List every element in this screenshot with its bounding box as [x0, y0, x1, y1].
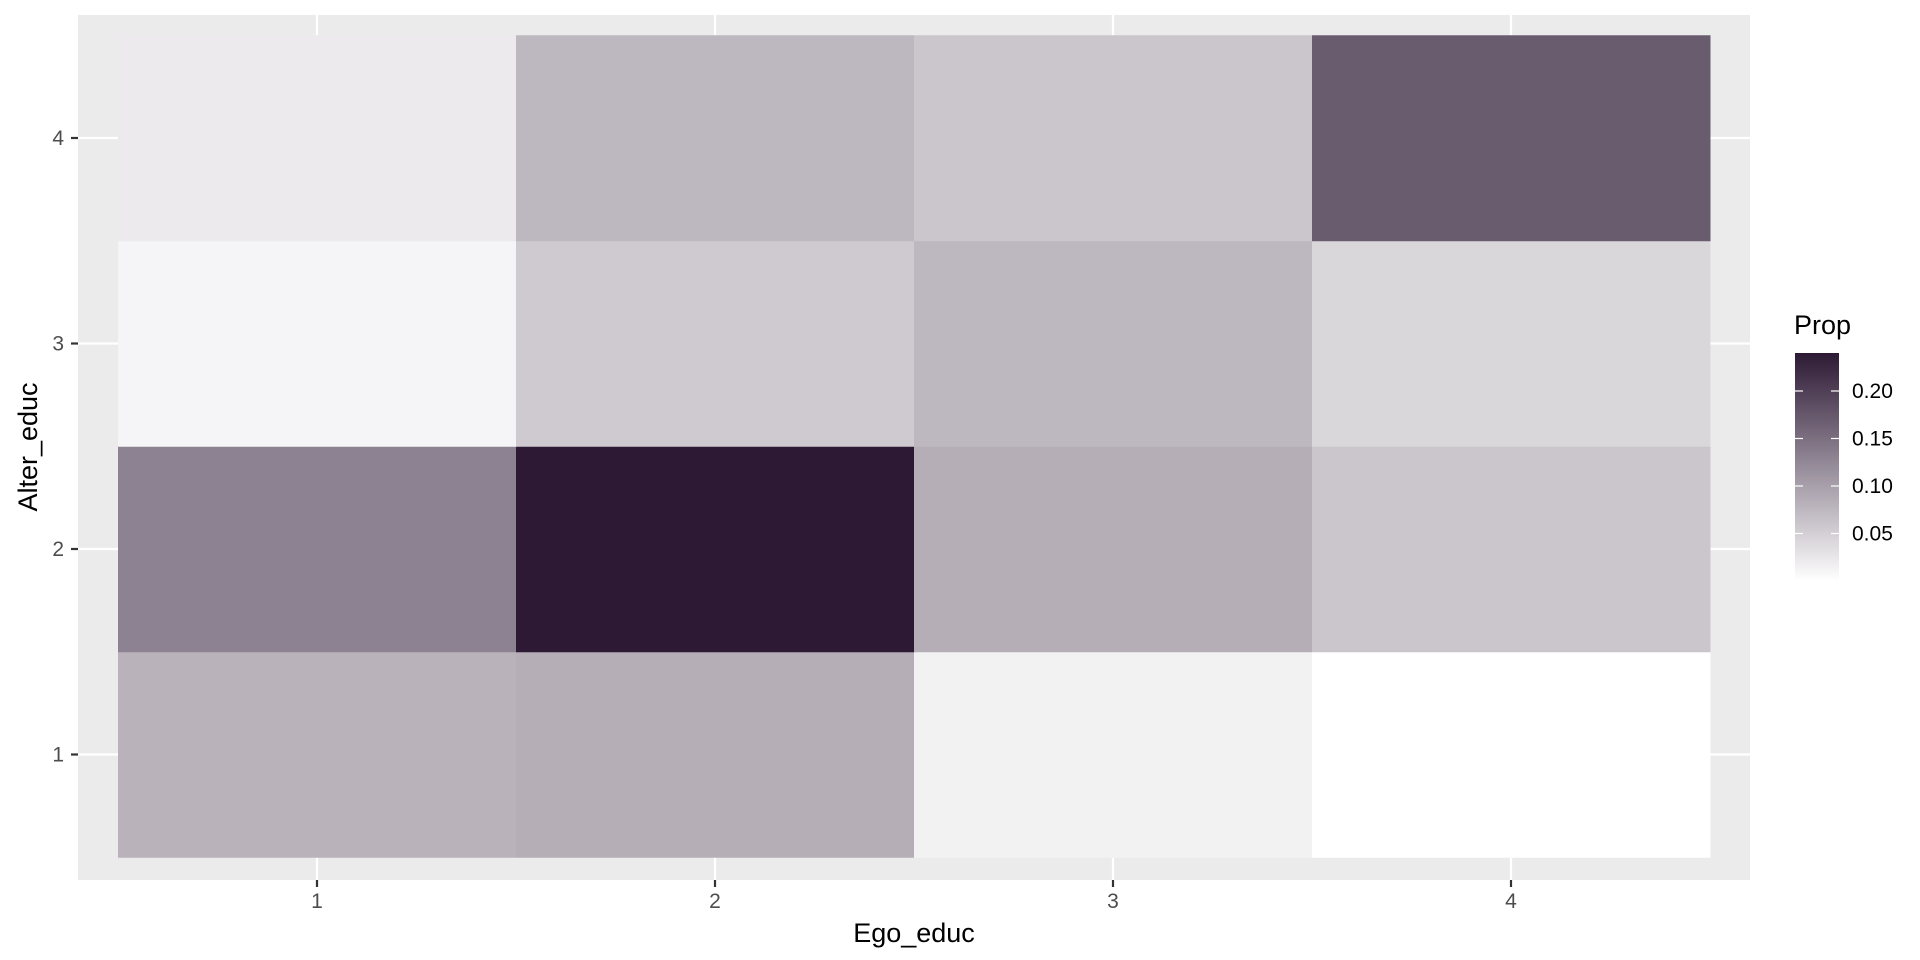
- heatmap-cell: [516, 35, 915, 242]
- y-tick-label: 4: [52, 127, 64, 150]
- heatmap-cell: [914, 446, 1313, 653]
- y-axis-title: Alter_educ: [13, 382, 43, 511]
- legend-title: Prop: [1794, 310, 1851, 340]
- legend-ticks: 0.05 0.10 0.15 0.20: [1795, 380, 1893, 546]
- heatmap-cell: [118, 240, 517, 447]
- x-tick-label: 2: [709, 890, 721, 913]
- x-axis-title: Ego_educ: [853, 918, 975, 948]
- heatmap-cell: [914, 35, 1313, 242]
- heatmap-cell: [118, 446, 517, 653]
- legend-color-bar: [1795, 353, 1839, 581]
- heatmap-cell: [1312, 651, 1711, 858]
- legend-label: 0.15: [1852, 428, 1893, 451]
- legend-label: 0.20: [1852, 380, 1893, 403]
- heatmap-cell: [516, 240, 915, 447]
- heatmap-cell: [118, 35, 517, 242]
- heatmap-cell: [1312, 240, 1711, 447]
- y-tick-label: 2: [52, 538, 64, 561]
- heatmap-cell: [1312, 446, 1711, 653]
- heatmap-cells: [118, 35, 1711, 858]
- heatmap-cell: [1312, 35, 1711, 242]
- heatmap-cell: [516, 651, 915, 858]
- x-tick-label: 1: [311, 890, 323, 913]
- heatmap-cell: [118, 651, 517, 858]
- x-axis: 1 2 3 4: [311, 880, 1517, 913]
- legend-label: 0.10: [1852, 475, 1893, 498]
- y-axis: 1 2 3 4: [52, 127, 78, 767]
- legend-label: 0.05: [1852, 523, 1893, 546]
- heatmap-cell: [914, 240, 1313, 447]
- heatmap-cell: [516, 446, 915, 653]
- heatmap-cell: [914, 651, 1313, 858]
- color-legend: Prop 0.05 0.10 0.15 0.20: [1794, 310, 1893, 581]
- x-tick-label: 3: [1107, 890, 1119, 913]
- y-tick-label: 1: [52, 744, 64, 767]
- y-tick-label: 3: [52, 333, 64, 356]
- x-tick-label: 4: [1505, 890, 1517, 913]
